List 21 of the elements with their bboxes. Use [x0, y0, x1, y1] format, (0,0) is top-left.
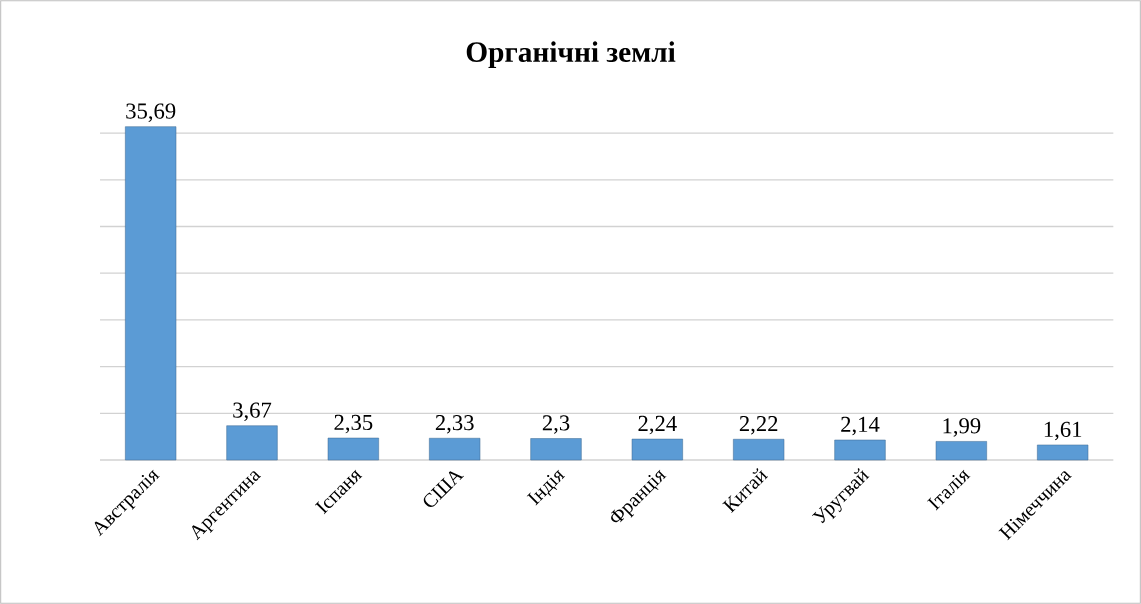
chart-title: Органічні землі [466, 41, 676, 68]
data-label: 1,61 [1044, 421, 1082, 441]
data-label: 2,24 [638, 415, 677, 435]
bar [631, 438, 683, 461]
data-label: 2,22 [739, 416, 778, 435]
bar [935, 441, 987, 461]
bar [429, 437, 481, 461]
data-label: 3,67 [233, 402, 272, 422]
data-label: 35,69 [126, 103, 176, 122]
data-label: 2,14 [841, 416, 880, 436]
data-label: 2,35 [334, 414, 373, 434]
bar [125, 126, 177, 461]
data-label: 2,3 [542, 415, 570, 434]
data-label: 2,33 [435, 415, 474, 434]
bar [226, 425, 278, 461]
data-label: 1,99 [943, 418, 981, 437]
bar [530, 438, 582, 461]
bar [1037, 444, 1089, 461]
bar [834, 439, 886, 461]
bar [327, 437, 379, 461]
bar [733, 438, 785, 461]
